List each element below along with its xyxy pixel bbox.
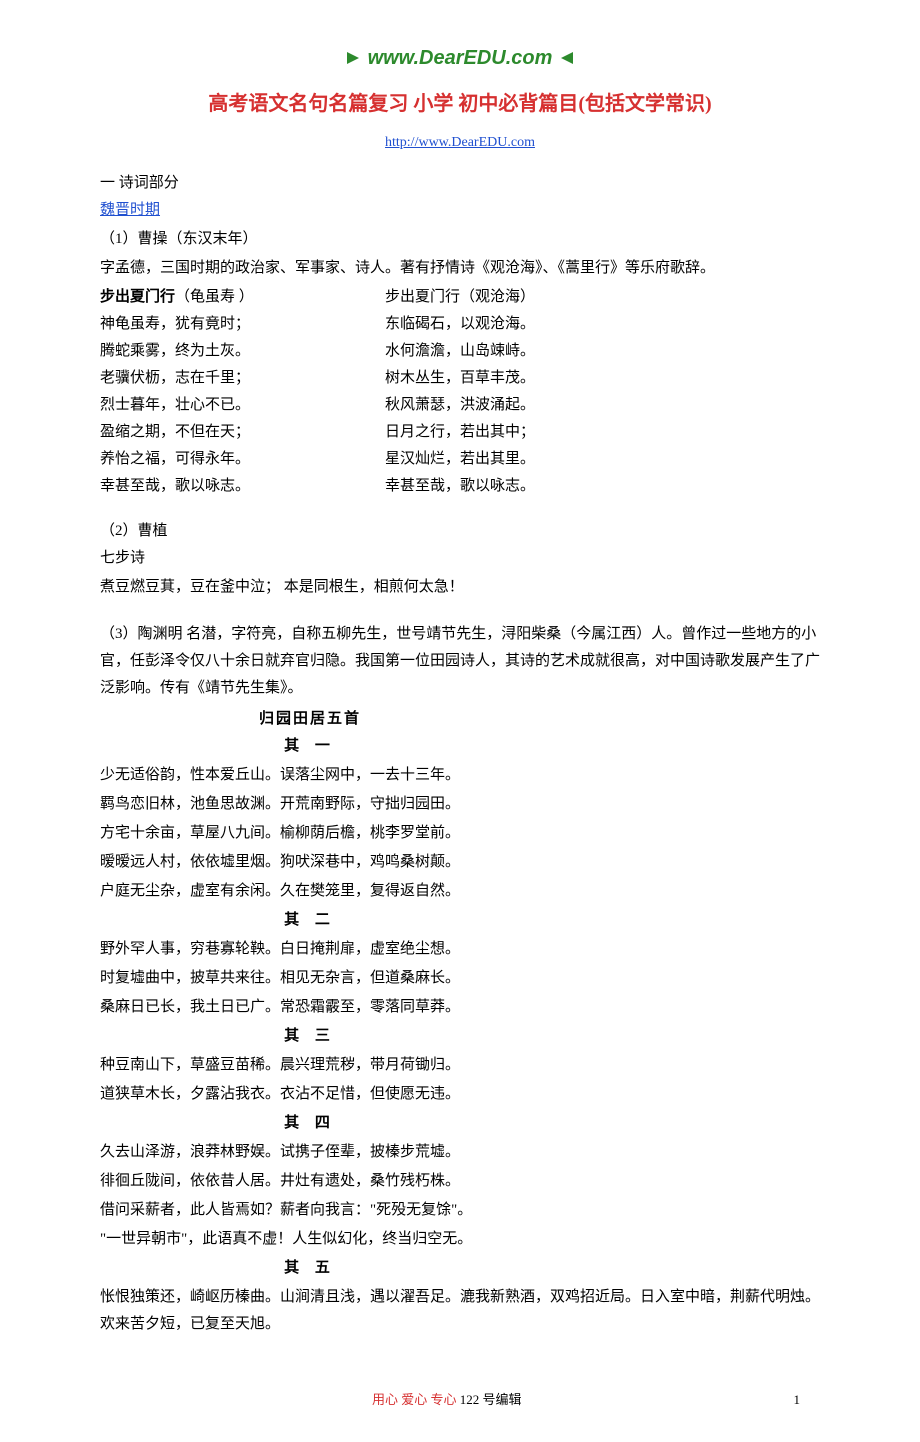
poem-b-line: 日月之行，若出其中；: [385, 419, 820, 446]
page-title: 高考语文名句名篇复习 小学 初中必背篇目(包括文学常识): [100, 86, 820, 122]
poem-sub-2: 其 二: [100, 907, 820, 934]
author2-num: （2）曹植: [100, 518, 820, 545]
poem-b-line: 幸甚至哉，歌以咏志。: [385, 473, 820, 500]
poem-b-line: 秋风萧瑟，洪波涌起。: [385, 392, 820, 419]
period-link[interactable]: 魏晋时期: [100, 202, 160, 218]
poem-line: 桑麻日已长，我土日已广。常恐霜霰至，零落同草莽。: [100, 994, 820, 1021]
footer-editor: 122 号编辑: [457, 1392, 522, 1407]
author2-poem-line: 煮豆燃豆萁，豆在釜中泣； 本是同根生，相煎何太急！: [100, 574, 820, 601]
section-heading: 一 诗词部分: [100, 170, 820, 197]
author2-poem-title: 七步诗: [100, 545, 820, 572]
arrow-left-icon: [561, 52, 573, 64]
poem-a-line: 老骥伏枥，志在千里；: [100, 365, 385, 392]
poem-sub-1: 其 一: [100, 733, 820, 760]
poem-line: 怅恨独策还，崎岖历榛曲。山涧清且浅，遇以濯吾足。漉我新熟酒，双鸡招近局。日入室中…: [100, 1284, 820, 1338]
page-footer: 用心 爱心 专心 122 号编辑 1: [100, 1388, 820, 1411]
poem-line: 久去山泽游，浪莽林野娱。试携子侄辈，披榛步荒墟。: [100, 1139, 820, 1166]
poem-line: 徘徊丘陇间，依依昔人居。井灶有遗处，桑竹残朽株。: [100, 1168, 820, 1195]
poem-sub-4: 其 四: [100, 1110, 820, 1137]
page-subtitle: http://www.DearEDU.com: [100, 130, 820, 155]
poem-line: 方宅十余亩，草屋八九间。榆柳荫后檐，桃李罗堂前。: [100, 820, 820, 847]
poem-line: 野外罕人事，穷巷寡轮鞅。白日掩荆扉，虚室绝尘想。: [100, 936, 820, 963]
poem-line: "一世异朝市"，此语真不虚！人生似幻化，终当归空无。: [100, 1226, 820, 1253]
author1-num: （1）曹操（东汉末年）: [100, 226, 820, 253]
poem-a-line: 腾蛇乘雾，终为土灰。: [100, 338, 385, 365]
poem-b-line: 水何澹澹，山岛竦峙。: [385, 338, 820, 365]
poem-a-line: 烈士暮年，壮心不已。: [100, 392, 385, 419]
author1-bio: 字孟德，三国时期的政治家、军事家、诗人。著有抒情诗《观沧海》、《蒿里行》等乐府歌…: [100, 255, 820, 282]
poem-b-column: 步出夏门行（观沧海） 东临碣石，以观沧海。 水何澹澹，山岛竦峙。 树木丛生，百草…: [385, 284, 820, 500]
two-column-poems: 步出夏门行（龟虽寿 ） 神龟虽寿，犹有竟时； 腾蛇乘雾，终为土灰。 老骥伏枥，志…: [100, 284, 820, 500]
poem-main-title: 归园田居五首: [100, 706, 820, 733]
poem-a-line: 盈缩之期，不但在天；: [100, 419, 385, 446]
poem-line: 种豆南山下，草盛豆苗稀。晨兴理荒秽，带月荷锄归。: [100, 1052, 820, 1079]
banner-url: www.DearEDU.com: [368, 47, 553, 69]
author3-bio: （3）陶渊明 名潜，字符亮，自称五柳先生，世号靖节先生，浔阳柴桑（今属江西）人。…: [100, 621, 820, 702]
footer-page-number: 1: [794, 1388, 801, 1411]
poem-line: 借问采薪者，此人皆焉如？薪者向我言："死殁无复馀"。: [100, 1197, 820, 1224]
poem-line: 暧暧远人村，依依墟里烟。狗吠深巷中，鸡鸣桑树颠。: [100, 849, 820, 876]
poem-a-line: 神龟虽寿，犹有竟时；: [100, 311, 385, 338]
poem-a-heading: 步出夏门行（龟虽寿 ）: [100, 284, 385, 311]
period-label: 魏晋时期: [100, 197, 820, 224]
poem-a-column: 步出夏门行（龟虽寿 ） 神龟虽寿，犹有竟时； 腾蛇乘雾，终为土灰。 老骥伏枥，志…: [100, 284, 385, 500]
header-banner: www.DearEDU.com: [100, 40, 820, 76]
poem-b-title: 步出夏门行（观沧海）: [385, 284, 820, 311]
poem-sub-5: 其 五: [100, 1255, 820, 1282]
poem-a-line: 养怡之福，可得永年。: [100, 446, 385, 473]
footer-motto: 用心 爱心 专心: [372, 1392, 457, 1407]
poem-line: 羁鸟恋旧林，池鱼思故渊。开荒南野际，守拙归园田。: [100, 791, 820, 818]
poem-line: 户庭无尘杂，虚室有余闲。久在樊笼里，复得返自然。: [100, 878, 820, 905]
poem-sub-3: 其 三: [100, 1023, 820, 1050]
poem-a-line: 幸甚至哉，歌以咏志。: [100, 473, 385, 500]
poem-line: 道狭草木长，夕露沾我衣。衣沾不足惜，但使愿无违。: [100, 1081, 820, 1108]
poem-b-line: 星汉灿烂，若出其里。: [385, 446, 820, 473]
poem-a-title: 步出夏门行: [100, 289, 175, 305]
poem-a-subtitle: （龟虽寿 ）: [175, 289, 254, 305]
poem-b-line: 树木丛生，百草丰茂。: [385, 365, 820, 392]
arrow-right-icon: [347, 52, 359, 64]
poem-line: 时复墟曲中，披草共来往。相见无杂言，但道桑麻长。: [100, 965, 820, 992]
poem-b-line: 东临碣石，以观沧海。: [385, 311, 820, 338]
poem-line: 少无适俗韵，性本爱丘山。误落尘网中，一去十三年。: [100, 762, 820, 789]
